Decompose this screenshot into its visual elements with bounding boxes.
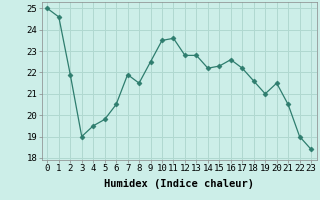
X-axis label: Humidex (Indice chaleur): Humidex (Indice chaleur) bbox=[104, 179, 254, 189]
